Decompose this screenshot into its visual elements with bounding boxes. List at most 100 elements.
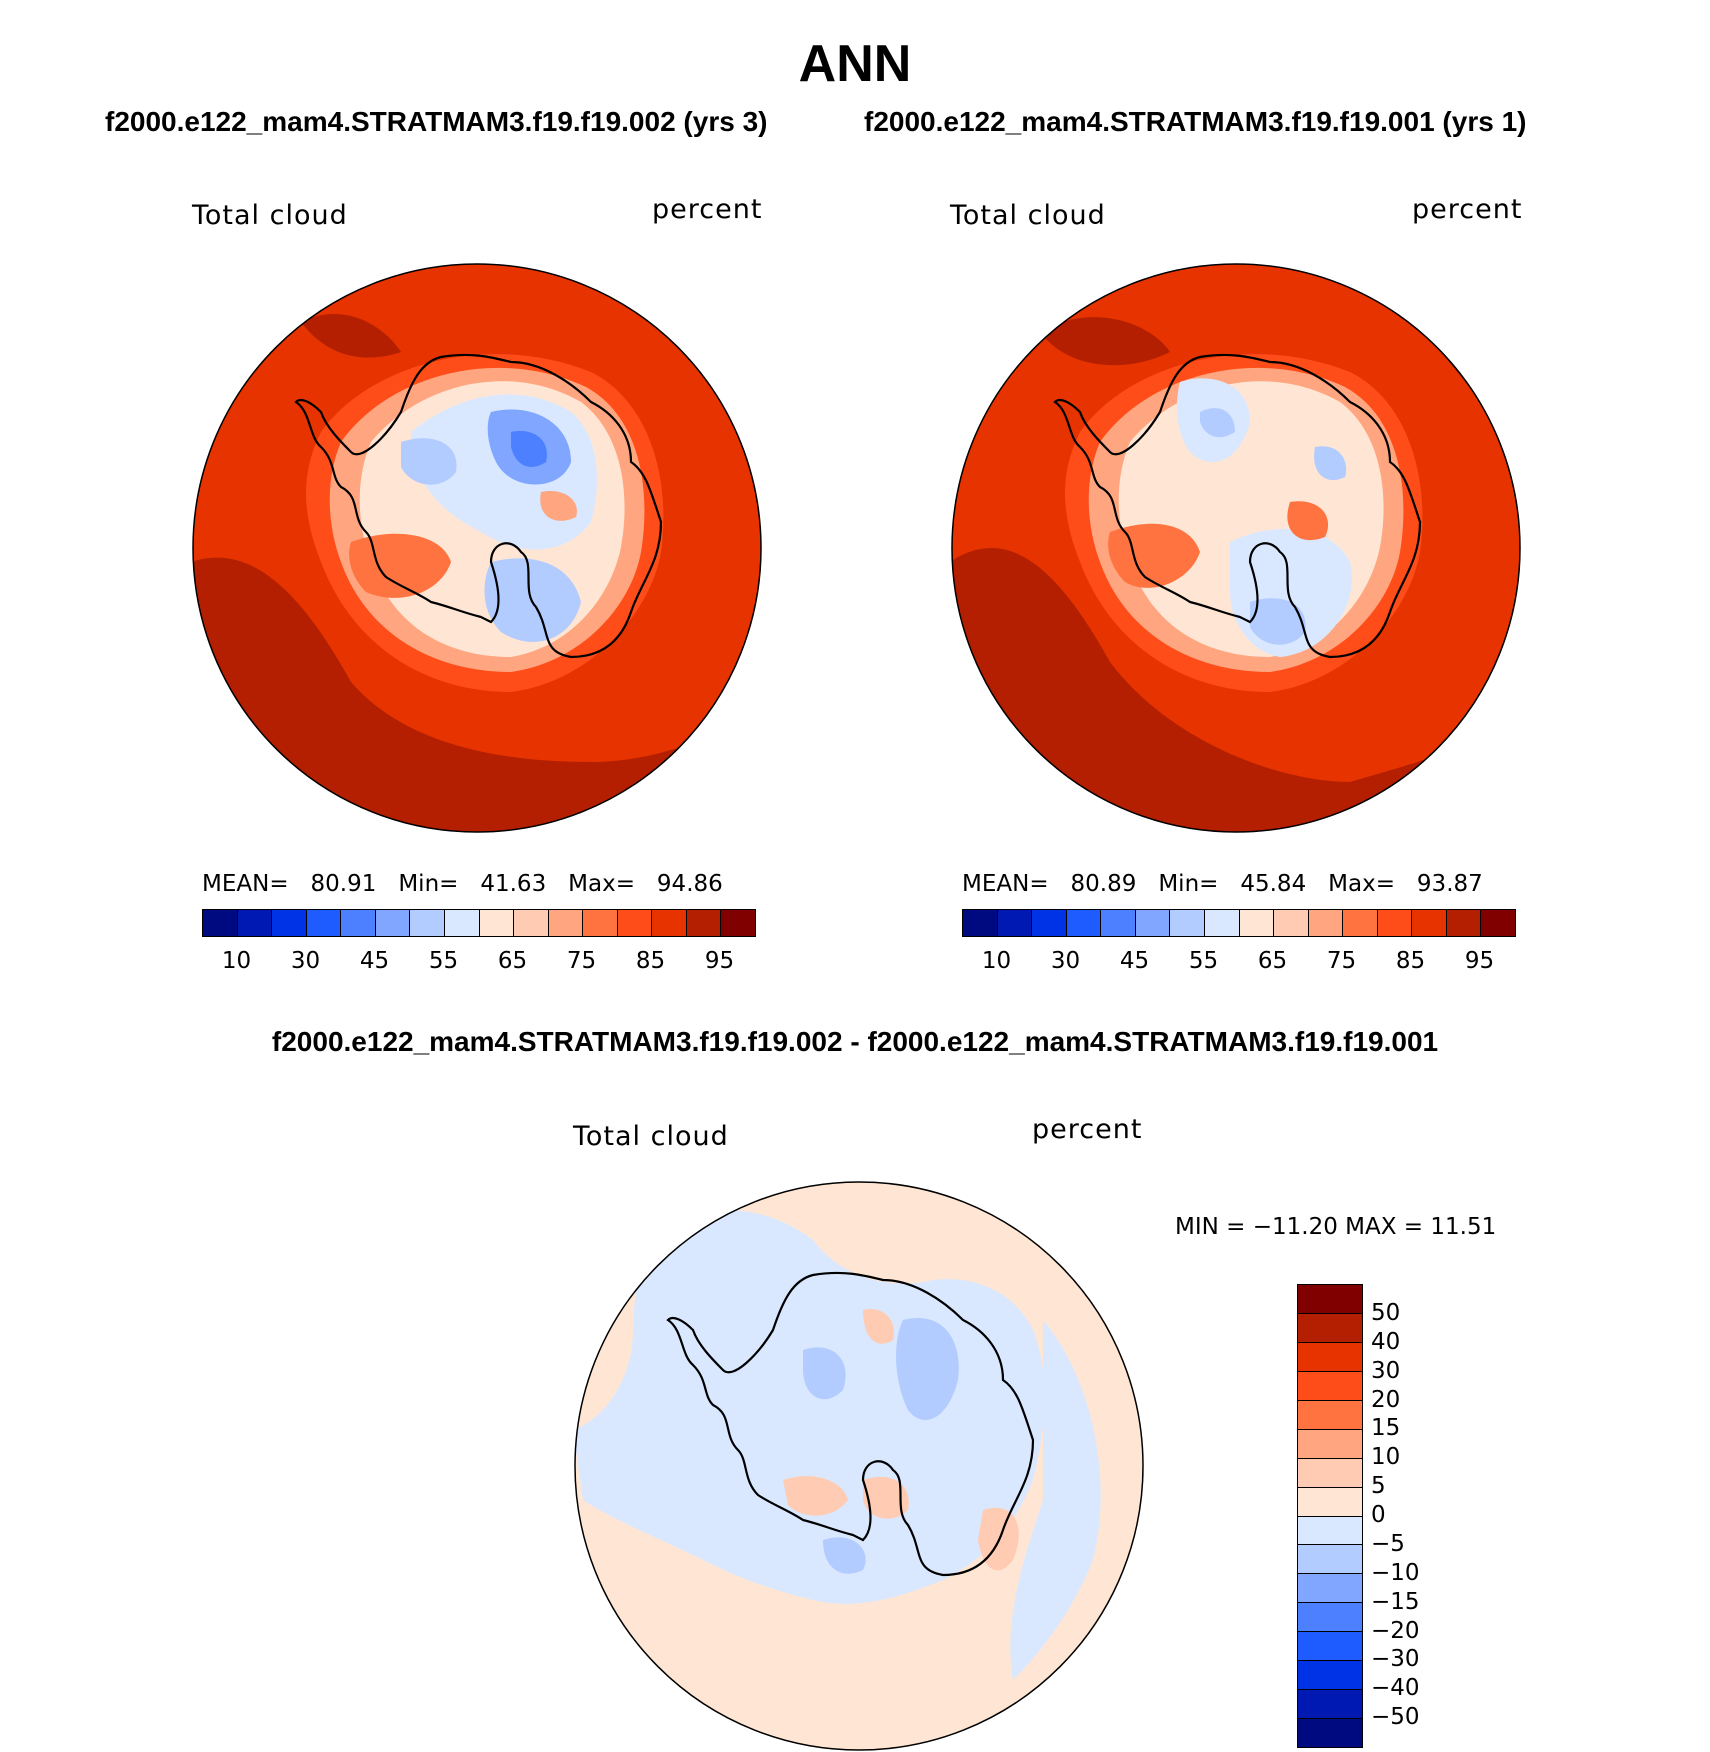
colorbar-swatch xyxy=(652,910,687,936)
colorbar-swatch xyxy=(203,910,238,936)
colorbar-tick-label: 30 xyxy=(290,948,321,974)
colorbar-tick-label: 45 xyxy=(359,948,390,974)
colorbar-swatch xyxy=(1377,910,1413,936)
colorbar-tick-label: 95 xyxy=(704,948,735,974)
colorbar-swatch xyxy=(583,910,618,936)
colorbar-swatch xyxy=(306,910,342,936)
right-mean: MEAN= 80.89 Min= 45.84 Max= 93.87 xyxy=(962,871,1483,897)
case-right-title: f2000.e122_mam4.STRATMAM3.f19.f19.001 (y… xyxy=(864,106,1527,137)
colorbar-tick-label: 85 xyxy=(1395,948,1426,974)
diff-colorbar-swatch xyxy=(1298,1690,1362,1720)
diff-colorbar-tick-label: −15 xyxy=(1371,1588,1420,1615)
colorbar-swatch xyxy=(1135,910,1171,936)
colorbar-swatch xyxy=(721,910,755,936)
colorbar-swatch xyxy=(237,910,273,936)
diff-colorbar-swatch xyxy=(1298,1632,1362,1662)
colorbar-swatch xyxy=(617,910,653,936)
colorbar-tick-label: 85 xyxy=(635,948,666,974)
diff-colorbar-swatch xyxy=(1298,1313,1362,1343)
colorbar-swatch xyxy=(1032,910,1067,936)
diff-map xyxy=(574,1181,1144,1751)
diff-colorbar-swatch xyxy=(1298,1487,1362,1517)
colorbar-swatch xyxy=(1239,910,1275,936)
colorbar-swatch xyxy=(1170,910,1205,936)
diff-colorbar-swatch xyxy=(1298,1516,1362,1546)
colorbar-swatch xyxy=(1446,910,1482,936)
colorbar-swatch xyxy=(686,910,722,936)
diff-colorbar-tick-label: −50 xyxy=(1371,1704,1420,1731)
diff-colorbar-swatch xyxy=(1298,1400,1362,1430)
colorbar-swatch xyxy=(1066,910,1102,936)
left-map xyxy=(192,263,762,833)
colorbar-tick-label: 55 xyxy=(428,948,459,974)
diff-minmax: MIN = −11.20 MAX = 11.51 xyxy=(1175,1214,1497,1240)
colorbar-swatch xyxy=(444,910,480,936)
left-units-label: percent xyxy=(652,194,763,225)
diff-colorbar-swatch xyxy=(1298,1429,1362,1459)
colorbar-swatch xyxy=(1204,910,1240,936)
diff-colorbar-swatch xyxy=(1298,1342,1362,1372)
plot-title: ANN xyxy=(798,35,912,93)
colorbar-tick-label: 10 xyxy=(981,948,1012,974)
diff-colorbar-tick-label: −5 xyxy=(1371,1530,1405,1557)
diff-colorbar-swatch xyxy=(1298,1285,1362,1314)
colorbar-tick-label: 65 xyxy=(1257,948,1288,974)
diff-colorbar-swatch xyxy=(1298,1371,1362,1401)
colorbar-tick-label: 95 xyxy=(1464,948,1495,974)
colorbar-swatch xyxy=(1481,910,1515,936)
diff-colorbar-tick-label: −40 xyxy=(1371,1675,1420,1702)
right-units-label: percent xyxy=(1412,194,1523,225)
colorbar-swatch xyxy=(997,910,1033,936)
colorbar-tick-label: 10 xyxy=(221,948,252,974)
right-variable-label: Total cloud xyxy=(950,200,1106,231)
diff-colorbar xyxy=(1297,1284,1363,1748)
diff-colorbar-swatch xyxy=(1298,1574,1362,1604)
colorbar-swatch xyxy=(1274,910,1309,936)
diff-colorbar-tick-label: −30 xyxy=(1371,1646,1420,1673)
diff-colorbar-tick-label: 15 xyxy=(1371,1415,1401,1442)
diff-title: f2000.e122_mam4.STRATMAM3.f19.f19.002 - … xyxy=(271,1026,1439,1057)
colorbar-tick-label: 30 xyxy=(1050,948,1081,974)
diff-colorbar-tick-label: 0 xyxy=(1371,1502,1386,1528)
right-colorbar xyxy=(962,909,1516,937)
right-colorbar-ticks: 10 30 45 55 65 75 85 95 xyxy=(962,948,1514,978)
diff-colorbar-tick-label: 5 xyxy=(1371,1473,1386,1500)
diff-colorbar-swatch xyxy=(1298,1719,1362,1747)
diff-colorbar-tick-label: 50 xyxy=(1371,1299,1401,1326)
colorbar-swatch xyxy=(341,910,376,936)
colorbar-tick-label: 55 xyxy=(1188,948,1219,974)
colorbar-swatch xyxy=(514,910,549,936)
colorbar-swatch xyxy=(963,910,998,936)
colorbar-swatch xyxy=(272,910,307,936)
colorbar-tick-label: 65 xyxy=(497,948,528,974)
diff-colorbar-tick-label: 30 xyxy=(1371,1357,1401,1384)
diff-colorbar-tick-label: 20 xyxy=(1371,1386,1401,1413)
colorbar-tick-label: 75 xyxy=(566,948,597,974)
colorbar-swatch xyxy=(1412,910,1447,936)
colorbar-swatch xyxy=(479,910,515,936)
colorbar-swatch xyxy=(375,910,411,936)
diff-colorbar-tick-label: −10 xyxy=(1371,1559,1420,1586)
right-map xyxy=(951,263,1521,833)
diff-colorbar-ticks: 50 40 30 20 15 10 5 0 −5 −10 −15 −20 −30 −40 −50 xyxy=(1371,1284,1431,1746)
diff-variable-label: Total cloud xyxy=(573,1121,729,1152)
diff-colorbar-swatch xyxy=(1298,1603,1362,1633)
diff-colorbar-swatch xyxy=(1298,1545,1362,1575)
diff-colorbar-tick-label: −20 xyxy=(1371,1617,1420,1644)
left-colorbar xyxy=(202,909,756,937)
colorbar-swatch xyxy=(1101,910,1136,936)
colorbar-swatch xyxy=(1308,910,1344,936)
left-variable-label: Total cloud xyxy=(192,200,348,231)
left-colorbar-ticks: 10 30 45 55 65 75 85 95 xyxy=(202,948,754,978)
diff-units-label: percent xyxy=(1032,1114,1143,1145)
left-mean: MEAN= 80.91 Min= 41.63 Max= 94.86 xyxy=(202,871,723,897)
colorbar-swatch xyxy=(548,910,584,936)
diff-colorbar-tick-label: 40 xyxy=(1371,1328,1401,1355)
diff-colorbar-swatch xyxy=(1298,1661,1362,1691)
case-left-title: f2000.e122_mam4.STRATMAM3.f19.f19.002 (y… xyxy=(105,106,768,137)
colorbar-swatch xyxy=(1343,910,1378,936)
colorbar-tick-label: 45 xyxy=(1119,948,1150,974)
colorbar-tick-label: 75 xyxy=(1326,948,1357,974)
colorbar-swatch xyxy=(410,910,445,936)
diff-colorbar-tick-label: 10 xyxy=(1371,1444,1401,1471)
